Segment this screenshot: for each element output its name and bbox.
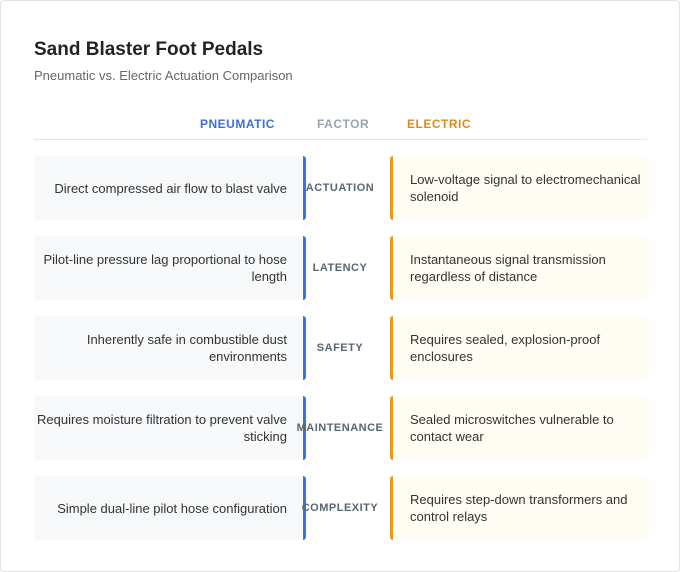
factor-label: MAINTENANCE <box>296 422 384 434</box>
factor-label: SAFETY <box>316 342 364 354</box>
comparison-row: Pilot-line pressure lag proportional to … <box>34 236 649 300</box>
pneumatic-cell: Requires moisture filtration to prevent … <box>34 396 306 460</box>
comparison-row: Direct compressed air flow to blast valv… <box>34 156 649 220</box>
factor-label: COMPLEXITY <box>301 502 379 514</box>
comparison-row: Inherently safe in combustible dust envi… <box>34 316 649 380</box>
electric-cell: Sealed microswitches vulnerable to conta… <box>390 396 649 460</box>
column-header: PNEUMATIC <box>200 117 275 131</box>
factor-label: ACTUATION <box>305 182 375 194</box>
pneumatic-cell: Pilot-line pressure lag proportional to … <box>34 236 306 300</box>
electric-cell: Low-voltage signal to electromechanical … <box>390 156 649 220</box>
pneumatic-cell: Simple dual-line pilot hose configuratio… <box>34 476 306 540</box>
pneumatic-cell: Direct compressed air flow to blast valv… <box>34 156 306 220</box>
electric-cell: Requires sealed, explosion-proof enclosu… <box>390 316 649 380</box>
pneumatic-cell: Inherently safe in combustible dust envi… <box>34 316 306 380</box>
factor-label: LATENCY <box>312 262 368 274</box>
subtitle: Pneumatic vs. Electric Actuation Compari… <box>34 68 293 83</box>
comparison-row: Simple dual-line pilot hose configuratio… <box>34 476 649 540</box>
title: Sand Blaster Foot Pedals <box>34 39 264 60</box>
electric-cell: Instantaneous signal transmission regard… <box>390 236 649 300</box>
column-header: ELECTRIC <box>407 117 471 131</box>
column-header: FACTOR <box>317 117 370 131</box>
electric-cell: Requires step-down transformers and cont… <box>390 476 649 540</box>
divider <box>34 139 647 140</box>
comparison-row: Requires moisture filtration to prevent … <box>34 396 649 460</box>
